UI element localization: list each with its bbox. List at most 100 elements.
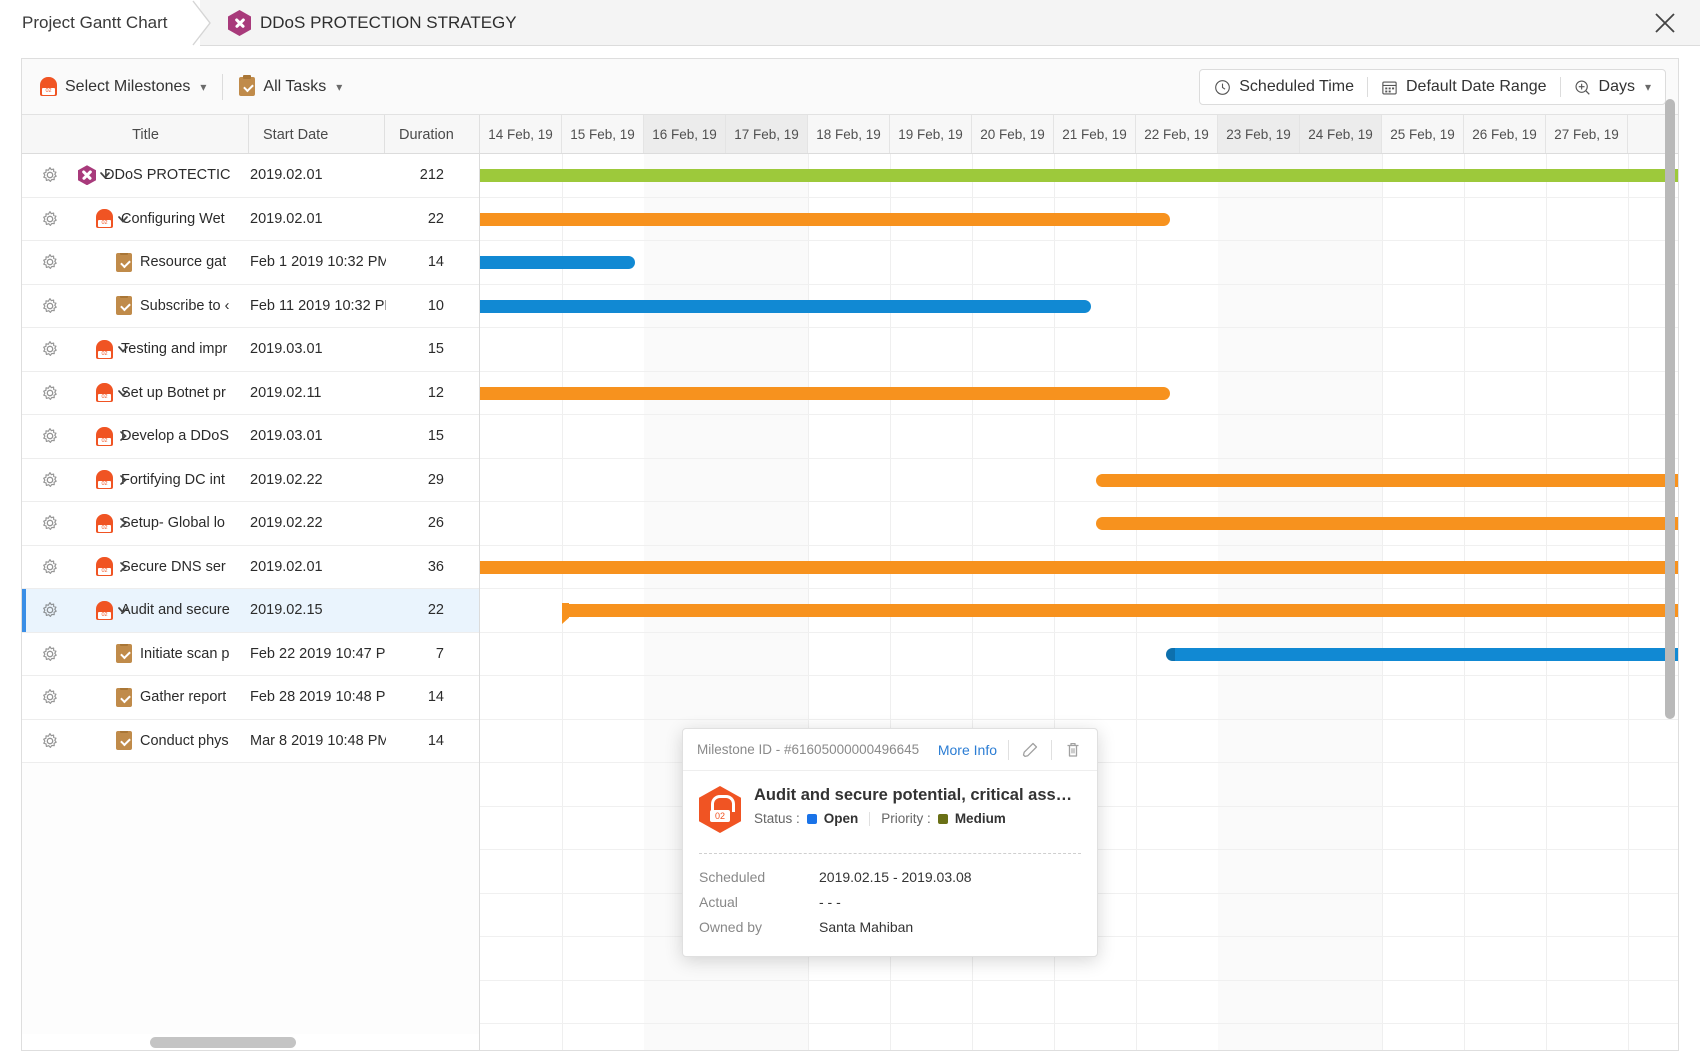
chevron-down-icon[interactable] <box>112 599 134 621</box>
row-title-cell: Gather report <box>116 687 250 707</box>
table-row[interactable]: Setup- Global lo 2019.02.22 26 <box>22 502 479 546</box>
gantt-bar[interactable] <box>480 299 1091 313</box>
gear-icon <box>43 732 57 748</box>
scheduled-time-button[interactable]: Scheduled Time <box>1214 78 1354 96</box>
chevron-down-icon[interactable] <box>112 208 134 230</box>
chevron-right-icon[interactable] <box>112 469 134 491</box>
row-settings-button[interactable] <box>22 558 78 576</box>
gear-icon <box>43 210 57 226</box>
gantt-bar[interactable] <box>480 560 1678 574</box>
row-settings-button[interactable] <box>22 514 78 532</box>
select-milestones-dropdown[interactable]: Select Milestones ▾ <box>40 77 206 96</box>
table-row[interactable]: Testing and impr 2019.03.01 15 <box>22 328 479 372</box>
column-header-title[interactable]: Title <box>43 115 249 153</box>
more-info-link[interactable]: More Info <box>937 741 997 758</box>
row-duration: 14 <box>427 689 444 706</box>
chevron-down-icon[interactable] <box>112 382 134 404</box>
grid-line-horizontal <box>480 502 1678 546</box>
row-title-cell: Audit and secure <box>96 600 250 620</box>
row-settings-button[interactable] <box>22 645 78 663</box>
row-settings-button[interactable] <box>22 340 78 358</box>
gantt-bar[interactable] <box>480 386 1170 400</box>
table-row[interactable]: Secure DNS ser 2019.02.01 36 <box>22 545 479 589</box>
table-row[interactable]: Initiate scan p Feb 22 2019 10:47 PM 7 <box>22 632 479 676</box>
row-settings-button[interactable] <box>22 253 78 271</box>
table-row[interactable]: Conduct phys Mar 8 2019 10:48 PM 14 <box>22 719 479 763</box>
grid-line-horizontal <box>480 372 1678 415</box>
gantt-bar[interactable] <box>480 169 1678 182</box>
milestone-icon <box>96 600 113 620</box>
row-settings-button[interactable] <box>22 471 78 489</box>
close-icon[interactable] <box>1652 10 1678 36</box>
table-row[interactable]: Subscribe to ‹ Feb 11 2019 10:32 PM 10 <box>22 284 479 328</box>
row-start-date: Feb 11 2019 10:32 PM <box>250 297 386 314</box>
row-title-label: Configuring Wet <box>121 210 225 227</box>
milestone-icon <box>96 339 113 359</box>
chevron-right-icon[interactable] <box>112 556 134 578</box>
chevron-down-icon[interactable] <box>112 338 134 360</box>
zoom-in-icon <box>1575 79 1590 95</box>
table-row[interactable]: Configuring Wet 2019.02.01 22 <box>22 197 479 241</box>
gantt-bar[interactable] <box>480 256 635 269</box>
gear-icon <box>43 167 57 183</box>
row-settings-button[interactable] <box>22 732 78 750</box>
gantt-bar[interactable] <box>1096 517 1678 530</box>
table-row[interactable]: DDoS PROTECTIC 2019.02.01 212 <box>22 154 479 198</box>
chevron-right-icon[interactable] <box>112 425 134 447</box>
all-tasks-dropdown[interactable]: All Tasks ▾ <box>239 75 342 96</box>
table-row[interactable]: Gather report Feb 28 2019 10:48 PM 14 <box>22 676 479 720</box>
chevron-right-icon[interactable] <box>112 512 134 534</box>
breadcrumb-current[interactable]: DDoS PROTECTION STRATEGY <box>228 0 517 46</box>
default-date-range-label: Default Date Range <box>1405 78 1547 95</box>
vertical-scrollbar-thumb[interactable] <box>1665 99 1675 719</box>
date-column-header: 22 Feb, 19 <box>1136 115 1218 153</box>
column-header-start[interactable]: Start Date <box>249 115 385 153</box>
zoom-level-label: Days <box>1598 78 1635 95</box>
table-row[interactable]: Fortifying DC int 2019.02.22 29 <box>22 458 479 502</box>
row-start-date: 2019.02.01 <box>250 558 323 575</box>
row-settings-button[interactable] <box>22 427 78 445</box>
chevron-down-icon[interactable] <box>94 164 116 186</box>
gantt-bar[interactable] <box>1096 473 1678 487</box>
zoom-level-dropdown[interactable]: Days ▾ <box>1574 78 1651 96</box>
table-row[interactable]: Set up Botnet pr 2019.02.11 12 <box>22 371 479 415</box>
row-settings-button[interactable] <box>22 166 78 184</box>
row-settings-button[interactable] <box>22 297 78 315</box>
trash-icon[interactable] <box>1063 740 1083 760</box>
row-settings-button[interactable] <box>22 601 78 619</box>
table-row[interactable]: Audit and secure 2019.02.15 22 <box>22 589 479 633</box>
row-duration: 14 <box>427 732 444 749</box>
popup-divider <box>1051 739 1052 760</box>
row-settings-button[interactable] <box>22 210 78 228</box>
row-title-label: Resource gat <box>140 254 227 271</box>
gantt-bar[interactable] <box>562 603 1678 624</box>
milestone-icon <box>40 77 57 96</box>
gear-icon <box>43 515 57 531</box>
row-title-label: Audit and secure <box>121 602 230 619</box>
table-row[interactable]: Develop a DDoS 2019.03.01 15 <box>22 415 479 459</box>
grid-line-horizontal <box>480 546 1678 589</box>
project-icon <box>78 165 96 186</box>
default-date-range-button[interactable]: Default Date Range <box>1381 78 1547 96</box>
tab-project-gantt-chart[interactable]: Project Gantt Chart <box>0 0 200 46</box>
popup-field-row: Actual - - - <box>699 890 1081 915</box>
select-milestones-label: Select Milestones <box>65 77 191 95</box>
row-title-label: Set up Botnet pr <box>121 384 226 401</box>
grid-line-horizontal <box>480 633 1678 676</box>
gear-icon <box>43 297 57 313</box>
row-title-label: Conduct phys <box>140 732 229 749</box>
horizontal-scrollbar-thumb[interactable] <box>150 1037 296 1048</box>
gantt-bar[interactable] <box>480 212 1170 226</box>
pencil-icon[interactable] <box>1020 740 1040 760</box>
priority-value: Medium <box>954 811 1006 826</box>
row-duration: 212 <box>419 167 444 184</box>
gantt-bar-progress-cap <box>1166 647 1175 661</box>
row-settings-button[interactable] <box>22 688 78 706</box>
popup-field-row: Scheduled 2019.02.15 - 2019.03.08 <box>699 865 1081 890</box>
popup-body: Audit and secure potential, critical ass… <box>683 771 1097 839</box>
row-settings-button[interactable] <box>22 384 78 402</box>
gantt-bar[interactable] <box>1166 647 1678 661</box>
table-row[interactable]: Resource gat Feb 1 2019 10:32 PM 14 <box>22 241 479 285</box>
column-header-duration[interactable]: Duration <box>385 115 480 153</box>
gear-icon <box>43 689 57 705</box>
